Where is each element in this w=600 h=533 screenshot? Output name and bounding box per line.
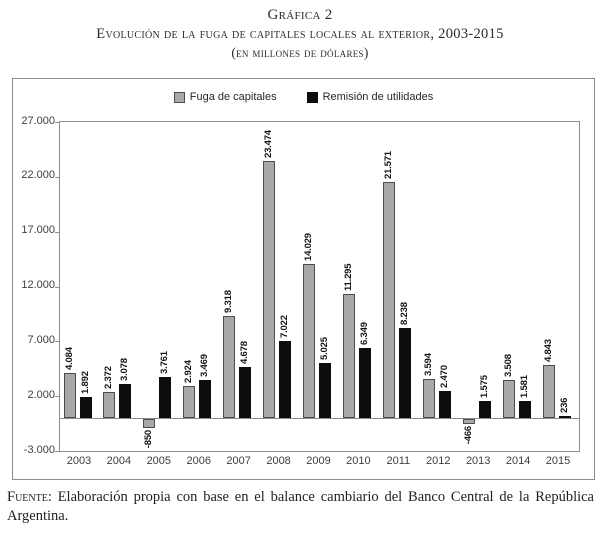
legend: Fuga de capitales Remisión de utilidades [13, 91, 594, 103]
bar-remision-2015 [558, 415, 571, 419]
legend-swatch-gray-icon [173, 91, 185, 103]
bar-value-label: -466 [462, 426, 474, 445]
bar-value-label: 23.474 [263, 129, 275, 158]
x-axis-label-2008: 2008 [266, 455, 291, 467]
y-axis-tick [55, 231, 59, 233]
x-axis-label-2006: 2006 [186, 455, 211, 467]
bar-remision-2004 [119, 384, 132, 419]
bar-value-label: 6.349 [358, 322, 370, 346]
x-axis-zero-line [60, 418, 579, 420]
bar-fuga-2004 [103, 392, 116, 419]
bar-value-label: 2.372 [103, 366, 115, 390]
x-axis-label-2009: 2009 [306, 455, 331, 467]
bar-fuga-2014 [502, 379, 515, 419]
bar-fuga-2015 [542, 364, 555, 419]
bar-fuga-2009 [303, 264, 316, 419]
bar-fuga-2005 [143, 419, 156, 429]
bar-remision-2014 [518, 400, 531, 419]
legend-item-remision-de-utilidades: Remisión de utilidades [306, 91, 434, 103]
bar-remision-2005 [159, 376, 172, 419]
y-axis-tick-label: 27.000 [21, 114, 55, 127]
chart-container: Fuga de capitales Remisión de utilidades… [12, 78, 595, 480]
x-axis-label-2005: 2005 [146, 455, 172, 467]
y-axis-tick [55, 286, 59, 288]
bar-value-label: 7.022 [279, 315, 291, 339]
bar-remision-2009 [319, 362, 332, 419]
y-axis-tick-label: 7.000 [27, 333, 55, 346]
y-axis-tick [55, 122, 59, 123]
bar-remision-2008 [279, 341, 292, 419]
y-axis-tick [55, 176, 59, 178]
bar-value-label: 1.575 [478, 375, 490, 398]
y-axis-tick-label: 2.000 [27, 388, 55, 401]
bar-fuga-2008 [263, 160, 276, 419]
source-label: Fuente: [7, 489, 52, 505]
bar-fuga-2007 [223, 315, 236, 419]
x-axis-label-2015: 2015 [545, 455, 571, 467]
x-axis-label-2014: 2014 [505, 455, 531, 467]
bar-value-label: 4.678 [239, 341, 251, 364]
bar-value-label: -850 [143, 430, 155, 449]
bar-value-label: 236 [558, 397, 570, 413]
bar-value-label: 3.469 [199, 354, 211, 378]
bar-value-label: 3.761 [159, 351, 171, 374]
x-axis-label-2003: 2003 [66, 455, 92, 467]
bar-value-label: 21.571 [382, 150, 394, 179]
x-axis-label-2007: 2007 [226, 455, 251, 467]
bar-value-label: 5.025 [319, 337, 331, 360]
source-text: Elaboración propia con base en el balanc… [7, 489, 594, 524]
y-axis-tick-label: 12.000 [21, 279, 55, 291]
bar-value-label: 1.892 [79, 371, 91, 395]
y-axis-tick [55, 451, 59, 452]
bar-fuga-2012 [422, 378, 435, 419]
bar-value-label: 4.084 [63, 347, 75, 371]
legend-label-remision-de-utilidades: Remisión de utilidades [322, 91, 434, 103]
bar-remision-2007 [239, 366, 252, 419]
x-axis-label-2010: 2010 [346, 455, 371, 467]
bar-value-label: 2.470 [438, 365, 450, 388]
y-axis-tick-label: 17.000 [21, 224, 55, 237]
bar-remision-2012 [438, 391, 451, 419]
legend-label-fuga-de-capitales: Fuga de capitales [189, 91, 277, 103]
bar-fuga-2013 [462, 419, 475, 425]
x-axis-label-2012: 2012 [426, 455, 451, 467]
y-axis-tick [55, 341, 59, 343]
bar-value-label: 1.581 [518, 374, 530, 398]
bar-value-label: 14.029 [303, 233, 315, 262]
source-note: Fuente: Elaboración propia con base en e… [7, 488, 594, 526]
title-line-2: Evolución de la fuga de capitales locale… [96, 26, 504, 42]
bar-remision-2003 [79, 397, 92, 419]
bar-value-label: 3.594 [422, 352, 434, 376]
y-axis-tick-label: -3.000 [23, 443, 55, 456]
x-axis-label-2011: 2011 [386, 455, 411, 467]
bar-value-label: 9.318 [223, 290, 235, 313]
y-axis-tick-label: 22.000 [21, 169, 55, 182]
x-axis-label-2013: 2013 [465, 455, 491, 467]
bar-value-label: 11.295 [342, 263, 354, 292]
bar-remision-2006 [199, 380, 212, 419]
bar-value-label: 3.508 [502, 353, 514, 377]
x-axis-label-2004: 2004 [106, 455, 132, 467]
bar-remision-2010 [358, 348, 371, 419]
bar-remision-2013 [478, 400, 491, 419]
bar-fuga-2010 [342, 294, 355, 419]
y-axis-tick [55, 396, 59, 398]
bar-value-label: 4.843 [542, 339, 554, 362]
bar-value-label: 3.078 [119, 358, 131, 382]
title-line-3: (en millones de dólares) [231, 45, 369, 60]
bar-value-label: 8.238 [398, 301, 410, 325]
legend-swatch-black-icon [306, 91, 318, 103]
bar-value-label: 2.924 [183, 360, 195, 384]
title-line-1: Gráfica 2 [267, 7, 333, 23]
chart-title-block: Gráfica 2 Evolución de la fuga de capita… [0, 5, 600, 62]
bar-fuga-2006 [183, 386, 196, 419]
plot-area: 4.084 1.892 2.372 3.078 -850 3.761 2.924 3.469 9… [55, 121, 580, 452]
bar-fuga-2003 [63, 373, 76, 419]
bar-remision-2011 [398, 327, 411, 419]
legend-item-fuga-de-capitales: Fuga de capitales [173, 91, 277, 103]
bar-fuga-2011 [382, 181, 395, 419]
